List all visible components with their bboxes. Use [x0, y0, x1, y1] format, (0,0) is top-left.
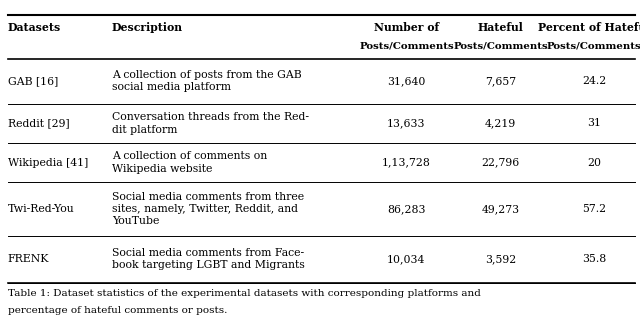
Text: GAB [16]: GAB [16]: [8, 76, 58, 86]
Text: YouTube: YouTube: [112, 216, 159, 226]
Text: dit platform: dit platform: [112, 124, 177, 135]
Text: 4,219: 4,219: [485, 119, 516, 128]
Text: 86,283: 86,283: [387, 204, 426, 214]
Text: Percent of Hateful: Percent of Hateful: [538, 22, 640, 33]
Text: Reddit [29]: Reddit [29]: [8, 119, 69, 128]
Text: Datasets: Datasets: [8, 22, 61, 33]
Text: 35.8: 35.8: [582, 254, 606, 264]
Text: 49,273: 49,273: [481, 204, 520, 214]
Text: 1,13,728: 1,13,728: [382, 158, 431, 167]
Text: Posts/Comments: Posts/Comments: [453, 41, 548, 50]
Text: Posts/Comments: Posts/Comments: [547, 41, 640, 50]
Text: Table 1: Dataset statistics of the experimental datasets with corresponding plat: Table 1: Dataset statistics of the exper…: [8, 289, 481, 298]
Text: 20: 20: [587, 158, 601, 167]
Text: 13,633: 13,633: [387, 119, 426, 128]
Text: FRENK: FRENK: [8, 254, 49, 264]
Text: sites, namely, Twitter, Reddit, and: sites, namely, Twitter, Reddit, and: [112, 204, 298, 214]
Text: Wikipedia website: Wikipedia website: [112, 163, 212, 174]
Text: 3,592: 3,592: [485, 254, 516, 264]
Text: book targeting LGBT and Migrants: book targeting LGBT and Migrants: [112, 260, 305, 270]
Text: Wikipedia [41]: Wikipedia [41]: [8, 158, 88, 167]
Text: 7,657: 7,657: [485, 76, 516, 86]
Text: Conversation threads from the Red-: Conversation threads from the Red-: [112, 112, 309, 123]
Text: social media platform: social media platform: [112, 82, 231, 92]
Text: Posts/Comments: Posts/Comments: [359, 41, 454, 50]
Text: A collection of posts from the GAB: A collection of posts from the GAB: [112, 70, 301, 80]
Text: percentage of hateful comments or posts.: percentage of hateful comments or posts.: [8, 306, 227, 315]
Text: A collection of comments on: A collection of comments on: [112, 151, 268, 162]
Text: 57.2: 57.2: [582, 204, 606, 214]
Text: 31: 31: [587, 119, 601, 128]
Text: 31,640: 31,640: [387, 76, 426, 86]
Text: Description: Description: [112, 22, 183, 33]
Text: Number of: Number of: [374, 22, 439, 33]
Text: 22,796: 22,796: [481, 158, 520, 167]
Text: Twi-Red-You: Twi-Red-You: [8, 204, 74, 214]
Text: Social media comments from three: Social media comments from three: [112, 192, 304, 202]
Text: Social media comments from Face-: Social media comments from Face-: [112, 248, 304, 258]
Text: Hateful: Hateful: [477, 22, 524, 33]
Text: 24.2: 24.2: [582, 76, 606, 86]
Text: 10,034: 10,034: [387, 254, 426, 264]
